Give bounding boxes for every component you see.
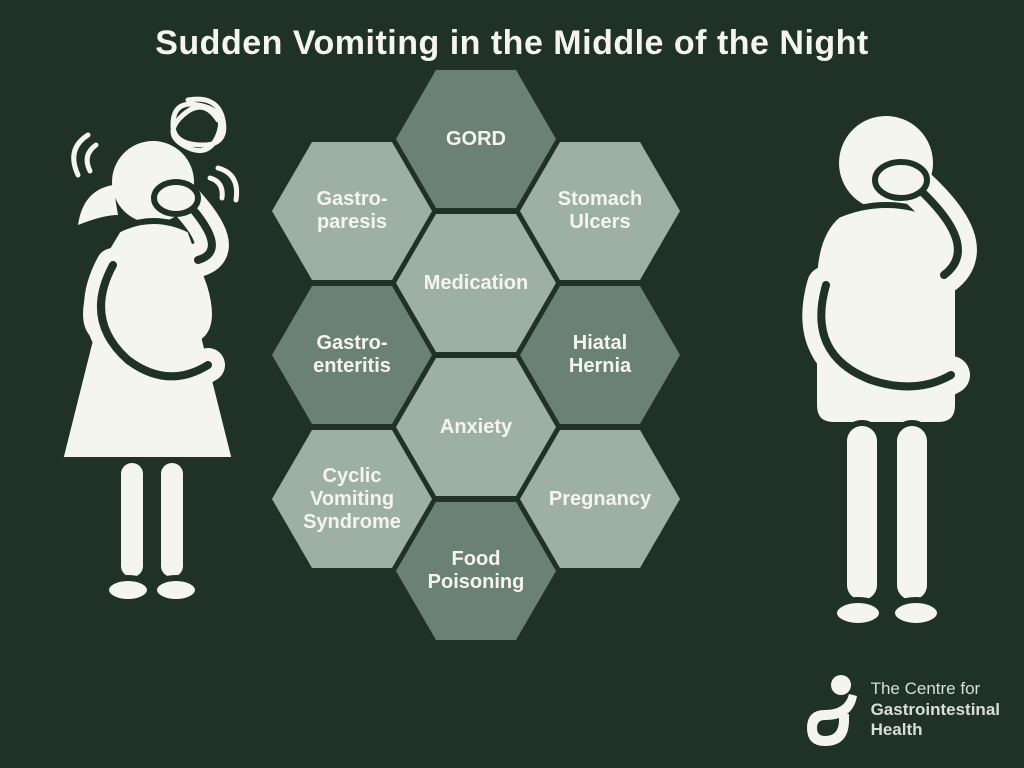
hex-gastroenteritis: Gastro- enteritis: [272, 286, 432, 424]
logo-text: The Centre for Gastrointestinal Health: [871, 679, 1000, 740]
hex-medication: Medication: [396, 214, 556, 352]
hex-ulcers: Stomach Ulcers: [520, 142, 680, 280]
page-title: Sudden Vomiting in the Middle of the Nig…: [0, 24, 1024, 63]
hex-gord: GORD: [396, 70, 556, 208]
logo-line1: The Centre for: [871, 679, 1000, 699]
person-left-icon: [18, 90, 278, 650]
logo-line3: Health: [871, 720, 1000, 740]
hex-gastroparesis: Gastro- paresis: [272, 142, 432, 280]
hex-hiatal: Hiatal Hernia: [520, 286, 680, 424]
person-right-icon: [766, 85, 1006, 655]
hex-pregnancy: Pregnancy: [520, 430, 680, 568]
hex-cvs: Cyclic Vomiting Syndrome: [272, 430, 432, 568]
hex-foodpoison: Food Poisoning: [396, 502, 556, 640]
hex-anxiety: Anxiety: [396, 358, 556, 496]
logo-g-icon: [801, 674, 859, 746]
hex-grid: GORDGastro- paresis Stomach UlcersMedicat…: [272, 70, 752, 730]
logo-line2: Gastrointestinal: [871, 700, 1000, 720]
logo: The Centre for Gastrointestinal Health: [801, 674, 1000, 746]
